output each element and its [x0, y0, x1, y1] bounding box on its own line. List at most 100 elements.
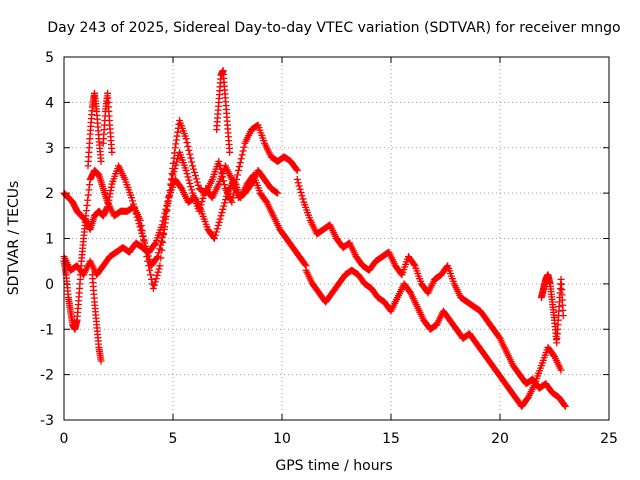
- y-tick-label: 4: [45, 95, 54, 111]
- data-point: [171, 164, 179, 172]
- plot-frame: [63, 56, 610, 421]
- data-point: [214, 222, 222, 230]
- data-point: [160, 213, 168, 221]
- data-point: [220, 202, 228, 210]
- data-point: [211, 231, 219, 239]
- data-point: [147, 271, 155, 279]
- data-point: [97, 357, 105, 365]
- data-point: [161, 209, 169, 217]
- data-point: [186, 179, 194, 187]
- data-point: [156, 262, 164, 270]
- data-point: [234, 166, 242, 174]
- data-point: [187, 154, 195, 162]
- data-point: [174, 155, 182, 163]
- data-point: [140, 237, 148, 245]
- axes: 0 5 10 15 20 25 -3 -2 -1 0 1 2 3 4 5: [40, 50, 618, 447]
- series-spike-2: [99, 89, 116, 156]
- x-tick-label: 10: [273, 431, 291, 447]
- data-point: [296, 185, 304, 193]
- data-point: [163, 201, 171, 209]
- data-point: [149, 284, 157, 292]
- data-point: [129, 197, 137, 205]
- data-point: [152, 275, 160, 283]
- y-tick-label: 5: [45, 50, 54, 66]
- y-tick-label: 3: [45, 141, 54, 157]
- data-point: [194, 181, 202, 189]
- data-point: [153, 271, 161, 279]
- data-point: [293, 176, 301, 184]
- data-point: [136, 216, 144, 224]
- data-point: [190, 165, 198, 173]
- x-tick-label: 15: [382, 431, 400, 447]
- y-tick-label: -3: [40, 413, 54, 429]
- x-tick-label: 5: [169, 431, 178, 447]
- data-point: [136, 223, 144, 231]
- data-point: [137, 222, 145, 230]
- series-dip-1: [88, 271, 105, 365]
- data-point: [191, 172, 199, 180]
- data-point: [559, 312, 567, 320]
- data-point: [226, 148, 234, 156]
- data-point: [274, 189, 282, 197]
- data-point: [172, 161, 180, 169]
- data-point: [223, 192, 231, 200]
- data-point: [151, 240, 159, 248]
- data-point: [185, 146, 193, 154]
- series-spike-1: [84, 89, 105, 170]
- y-tick-label: 0: [45, 277, 54, 293]
- series-track-e: [302, 266, 565, 410]
- data-point: [221, 199, 229, 207]
- data-point: [182, 166, 190, 174]
- data-point: [187, 183, 195, 191]
- data-point: [145, 262, 153, 270]
- x-tick-label: 25: [600, 431, 618, 447]
- data-point: [294, 179, 302, 187]
- data-point: [215, 157, 223, 165]
- data-point: [151, 278, 159, 286]
- y-tick-label: 1: [45, 232, 54, 248]
- data-point: [193, 178, 201, 186]
- data-point: [192, 175, 200, 183]
- data-point: [154, 253, 162, 261]
- data-point: [188, 158, 196, 166]
- data-point: [212, 228, 220, 236]
- data-point: [218, 209, 226, 217]
- data-point: [188, 186, 196, 194]
- x-tick-label: 20: [491, 431, 509, 447]
- data-point: [183, 139, 191, 147]
- data-point: [157, 254, 165, 262]
- data-point: [186, 150, 194, 158]
- data-point: [297, 188, 305, 196]
- data-point: [215, 218, 223, 226]
- data-point: [236, 159, 244, 167]
- data-point: [164, 198, 172, 206]
- data-point: [128, 194, 136, 202]
- data-point: [155, 265, 163, 273]
- data-point: [189, 162, 197, 170]
- data-point: [139, 232, 147, 240]
- data-point: [158, 246, 166, 254]
- data-point: [162, 205, 170, 213]
- data-point: [154, 268, 162, 276]
- data-point: [293, 166, 301, 174]
- x-axis-label: GPS time / hours: [275, 458, 392, 474]
- data-point: [219, 205, 227, 213]
- data-point: [235, 163, 243, 171]
- data-point: [108, 148, 116, 156]
- data-point: [233, 171, 241, 179]
- x-tick-label: 0: [60, 431, 69, 447]
- data-point: [222, 196, 230, 204]
- chart-title: Day 243 of 2025, Sidereal Day-to-day VTE…: [47, 20, 620, 36]
- data-point: [299, 195, 307, 203]
- data-point: [237, 155, 245, 163]
- y-tick-label: 2: [45, 186, 54, 202]
- data-point: [298, 192, 306, 200]
- data-point: [240, 143, 248, 151]
- data-point: [557, 366, 565, 374]
- data-point: [228, 198, 236, 206]
- y-tick-label: -1: [40, 322, 54, 338]
- data-point: [216, 215, 224, 223]
- series-track-c: [60, 171, 310, 279]
- data-point: [183, 170, 191, 178]
